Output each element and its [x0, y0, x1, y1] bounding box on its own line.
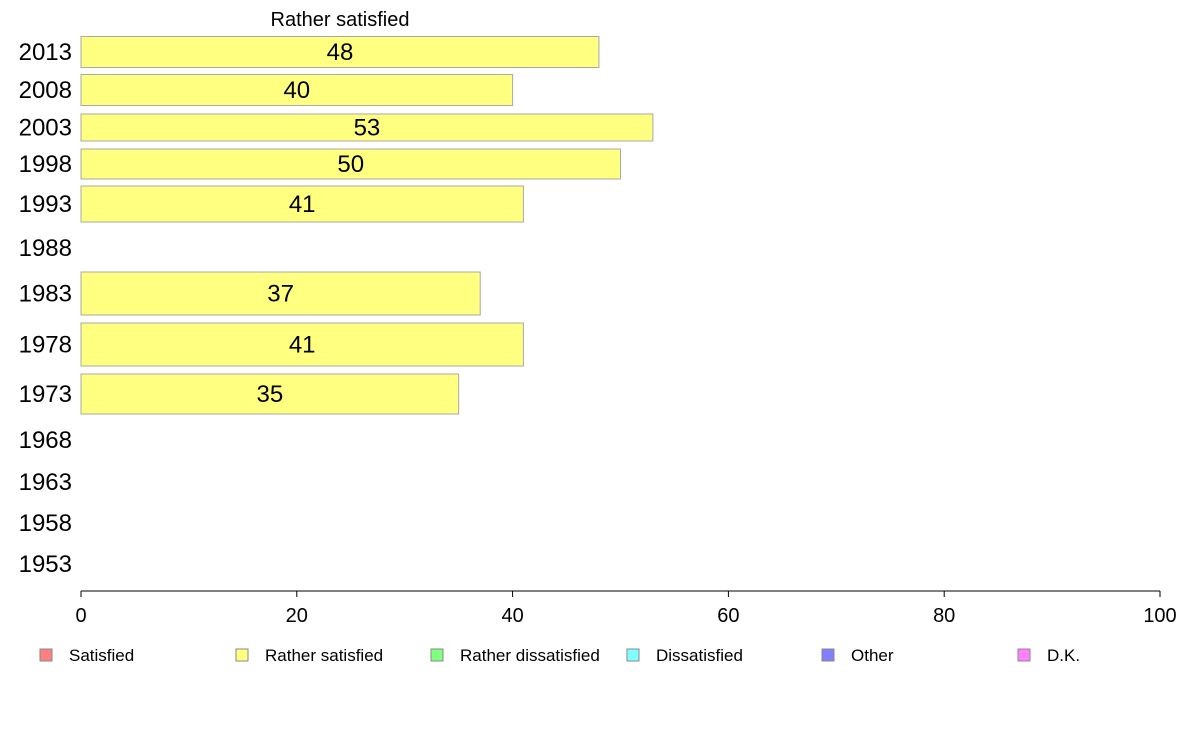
category-label-2013: 2013	[19, 39, 72, 66]
bar-value-label-1978: 41	[289, 332, 316, 359]
bar-value-label-2013: 48	[327, 39, 354, 66]
chart-title: Rather satisfied	[271, 9, 410, 31]
category-label-1978: 1978	[19, 332, 72, 359]
legend-label-satisfied: Satisfied	[69, 646, 134, 665]
legend-label-rather-satisfied: Rather satisfied	[265, 646, 383, 665]
legend-swatch-rather-satisfied	[235, 648, 249, 662]
bar-2013	[80, 36, 600, 68]
bar-value-label-1983: 37	[267, 281, 294, 308]
bar-value-label-2008: 40	[283, 77, 310, 104]
bar-2003	[80, 113, 654, 142]
bar-1978	[80, 322, 524, 367]
bar-1973	[80, 373, 460, 415]
bar-1983	[80, 271, 481, 316]
x-axis: 0 20 40 60 80 100	[75, 590, 1177, 627]
category-label-1983: 1983	[19, 281, 72, 308]
category-label-1963: 1963	[19, 469, 72, 496]
legend-swatch-dissatisfied	[626, 648, 640, 662]
bar-value-label-2003: 53	[354, 115, 381, 142]
legend-swatch-d-k	[1017, 648, 1031, 662]
bar-1998	[80, 148, 621, 180]
category-label-1968: 1968	[19, 427, 72, 454]
legend: Satisfied Rather satisfied Rather dissatis…	[39, 646, 1080, 665]
legend-label-dissatisfied: Dissatisfied	[656, 646, 743, 665]
bar-value-label-1973: 35	[256, 381, 283, 408]
category-label-1973: 1973	[19, 381, 72, 408]
legend-swatch-rather-dissatisfied	[430, 648, 444, 662]
bar-value-label-1998: 50	[337, 151, 364, 178]
x-tick-label-100: 100	[1143, 605, 1176, 627]
x-tick-label-60: 60	[717, 605, 739, 627]
category-label-1993: 1993	[19, 191, 72, 218]
legend-label-other: Other	[851, 646, 894, 665]
legend-label-d-k: D.K.	[1047, 646, 1080, 665]
bar-1993	[80, 185, 524, 223]
legend-swatch-other	[821, 648, 835, 662]
category-labels: 2013 2008 2003 1998 1993 1988 1983 1978 1973 1968…	[19, 39, 72, 578]
category-label-2008: 2008	[19, 77, 72, 104]
category-label-1998: 1998	[19, 151, 72, 178]
category-label-1958: 1958	[19, 510, 72, 537]
legend-label-rather-dissatisfied: Rather dissatisfied	[460, 646, 600, 665]
x-tick-label-20: 20	[286, 605, 308, 627]
category-label-2003: 2003	[19, 115, 72, 142]
category-label-1988: 1988	[19, 235, 72, 262]
category-label-1953: 1953	[19, 551, 72, 578]
x-tick-label-0: 0	[75, 605, 86, 627]
bar-value-label-1993: 41	[289, 191, 316, 218]
x-tick-label-80: 80	[933, 605, 955, 627]
legend-swatch-satisfied	[39, 648, 53, 662]
x-tick-label-40: 40	[501, 605, 523, 627]
bar-2008	[80, 74, 514, 106]
